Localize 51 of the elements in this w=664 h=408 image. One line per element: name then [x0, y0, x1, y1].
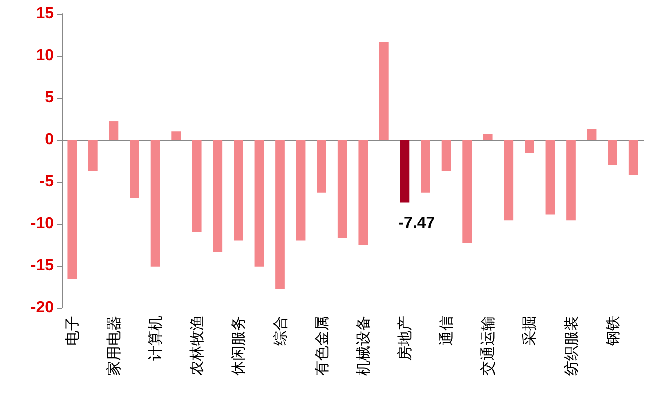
x-tick-label: 交通运输: [479, 316, 498, 376]
x-tick-label: 采掘: [520, 316, 539, 346]
bar: [628, 140, 638, 176]
x-tick-label: 通信: [438, 316, 456, 346]
bar: [358, 140, 368, 245]
bar: [338, 140, 348, 238]
x-tick-label: 农林牧渔: [188, 316, 206, 376]
bar: [254, 140, 264, 267]
x-tick-label: 纺织服装: [562, 316, 580, 376]
bar: [130, 140, 140, 198]
bar: [296, 140, 306, 241]
bar: [276, 140, 285, 290]
bar: [192, 140, 202, 232]
bar: [234, 140, 244, 241]
bar: [150, 140, 160, 267]
x-tick-label: 家用电器: [104, 316, 123, 376]
bar: [421, 140, 430, 193]
x-tick-label: 计算机: [146, 316, 165, 361]
bar: [68, 140, 78, 280]
x-tick-label: 休闲服务: [230, 316, 248, 376]
bar: [109, 122, 119, 140]
data-label: -7.47: [398, 215, 436, 232]
bar: [380, 42, 389, 140]
x-tick-label: 综合: [271, 316, 290, 346]
bar: [442, 140, 452, 172]
y-tick-label: -15: [30, 258, 54, 274]
y-tick-label: -5: [40, 174, 54, 190]
bar: [213, 140, 223, 253]
bar: [608, 140, 618, 166]
y-tick-label: -20: [30, 300, 54, 316]
y-tick-label: 15: [36, 6, 54, 22]
y-tick-label: 0: [45, 132, 54, 148]
bar: [462, 140, 472, 244]
bar: [546, 140, 556, 215]
y-tick-label: -10: [30, 216, 54, 232]
x-tick-label: 钢铁: [604, 316, 622, 347]
x-tick-label: 房地产: [396, 316, 414, 361]
bar: [172, 132, 181, 140]
y-tick-label: 10: [36, 48, 54, 64]
x-tick-label: 有色金属: [312, 316, 331, 376]
bar: [317, 140, 326, 193]
bar: [504, 140, 514, 221]
bar: [525, 140, 534, 154]
y-tick-label: 5: [45, 90, 54, 106]
bar: [566, 140, 576, 221]
bar: [483, 134, 493, 140]
bar: [400, 140, 410, 203]
bar: [88, 140, 98, 172]
x-tick-label: 电子: [63, 316, 82, 346]
x-tick-label: 机械设备: [354, 316, 372, 376]
bar: [587, 129, 597, 140]
